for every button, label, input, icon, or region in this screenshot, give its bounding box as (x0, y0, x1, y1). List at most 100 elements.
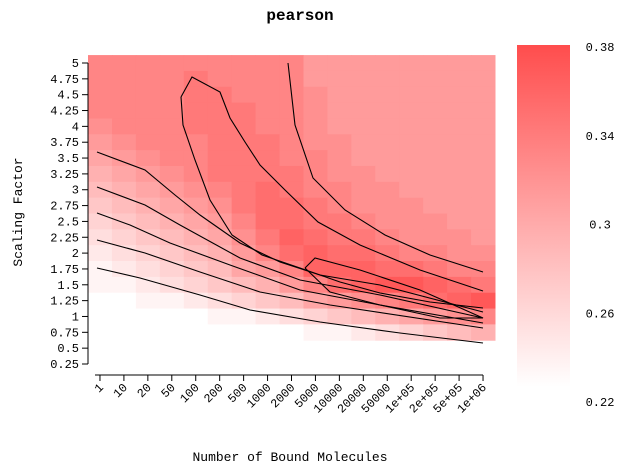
heatmap-cell (375, 86, 400, 104)
heatmap-cell (399, 102, 424, 119)
heatmap-cell (183, 292, 209, 310)
heatmap-cell (303, 118, 328, 135)
heatmap-cell (303, 245, 328, 262)
x-tick-label: 2000 (268, 381, 298, 411)
heatmap-cell (471, 276, 496, 294)
heatmap-cell (471, 55, 496, 72)
heatmap-cell (183, 165, 209, 183)
y-tick-label: 3 (72, 184, 79, 198)
heatmap-cell (135, 308, 161, 325)
heatmap-cell (351, 118, 376, 135)
heatmap-cell (231, 197, 257, 214)
heatmap-cell (207, 276, 233, 294)
heatmap-cell (207, 70, 233, 88)
heatmap-cell (207, 55, 233, 72)
heatmap-cell (183, 213, 209, 230)
heatmap-cell (183, 308, 209, 325)
heatmap-cell (135, 229, 161, 246)
heatmap-cell (351, 134, 376, 151)
y-tick-label: 4 (72, 120, 79, 134)
heatmap-cell (111, 261, 137, 278)
y-tick-label: 4.75 (50, 73, 79, 87)
heatmap-cell (207, 324, 233, 341)
heatmap-cell (111, 86, 137, 104)
heatmap-cell (399, 134, 424, 151)
heatmap-cell (255, 86, 281, 104)
heatmap-cell (375, 213, 400, 230)
heatmap-cell (447, 86, 472, 104)
heatmap-cell (375, 102, 400, 119)
heatmap-cell (207, 118, 233, 135)
y-tick-label: 2.5 (57, 215, 79, 229)
heatmap-cell (183, 245, 209, 262)
heatmap-cell (255, 165, 281, 183)
heatmap-cell (423, 181, 448, 199)
heatmap-cell (279, 261, 304, 278)
heatmap-cell (159, 70, 185, 88)
heatmap-cell (327, 55, 352, 72)
y-tick-label: 2.75 (50, 200, 79, 214)
heatmap-cell (279, 292, 304, 310)
heatmap-cell (399, 181, 424, 199)
heatmap-cell (423, 197, 448, 214)
heatmap-cell (327, 150, 352, 167)
heatmap-cell (447, 134, 472, 151)
heatmap-cell (255, 197, 281, 214)
heatmap-cell (279, 70, 304, 88)
heatmap-cell (471, 70, 496, 88)
heatmap-cell (375, 70, 400, 88)
heatmap-cell (111, 55, 137, 72)
heatmap-cell (399, 261, 424, 278)
heatmap-cell (88, 213, 113, 230)
heatmap-cell (399, 292, 424, 310)
heatmap-cell (351, 229, 376, 246)
heatmap-cell (303, 197, 328, 214)
heatmap-cell (255, 308, 281, 325)
heatmap-cell (327, 70, 352, 88)
heatmap-cell (183, 181, 209, 199)
heatmap-cell (207, 308, 233, 325)
contour (96, 239, 484, 329)
heatmap-cell (255, 261, 281, 278)
heatmap-cell (159, 245, 185, 262)
heatmap-cell (159, 197, 185, 214)
heatmap-cell (423, 213, 448, 230)
heatmap-cell (255, 213, 281, 230)
heatmap-cell (207, 134, 233, 151)
heatmap-cell (447, 261, 472, 278)
heatmap-cell (231, 308, 257, 325)
heatmap-cell (231, 150, 257, 167)
heatmap-cell (255, 245, 281, 262)
heatmap-cell (183, 324, 209, 341)
heatmap-cell (279, 55, 304, 72)
heatmap-cell (399, 165, 424, 183)
heatmap-cell (303, 213, 328, 230)
heatmap-cell (471, 134, 496, 151)
heatmap-cell (231, 276, 257, 294)
heatmap-cell (111, 181, 137, 199)
heatmap-cell (159, 102, 185, 119)
heatmap-cell (183, 197, 209, 214)
heatmap-cell (423, 292, 448, 310)
heatmap-cell (207, 165, 233, 183)
heatmap-cell (327, 324, 352, 341)
heatmap-cell (111, 229, 137, 246)
heatmap-cell (207, 197, 233, 214)
colorbar-tick-label: 0.34 (586, 130, 615, 144)
heatmap-cell (471, 118, 496, 135)
y-tick-label: 1.5 (57, 279, 79, 293)
heatmap-cell (399, 86, 424, 104)
heatmap-cell (375, 324, 400, 341)
heatmap-cell (303, 292, 328, 310)
heatmap-cell (447, 150, 472, 167)
heatmap-cell (159, 150, 185, 167)
heatmap-cell (88, 197, 113, 214)
heatmap-cell (88, 324, 113, 341)
heatmap-cell (88, 102, 113, 119)
heatmap-cell (423, 276, 448, 294)
heatmap-cell (399, 70, 424, 88)
heatmap-cell (351, 55, 376, 72)
contour (180, 96, 484, 309)
heatmap-cell (327, 118, 352, 135)
y-tick-label: 0.25 (50, 358, 79, 372)
